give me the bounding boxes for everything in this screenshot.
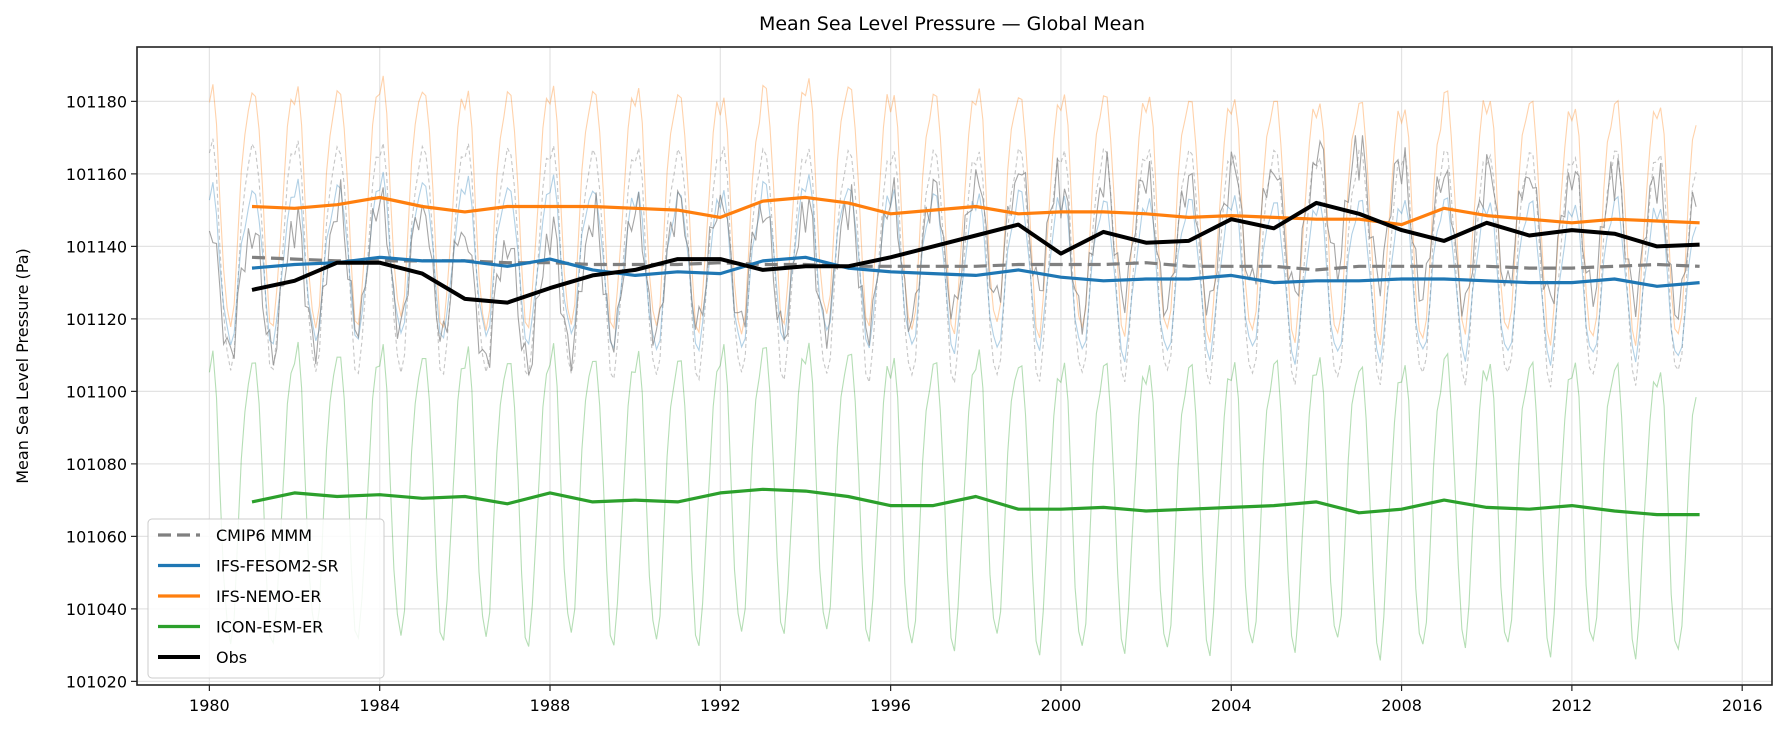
x-tick-label: 1980 xyxy=(189,696,230,715)
monthly-line-obs xyxy=(208,135,1697,376)
x-tick-label: 2016 xyxy=(1722,696,1763,715)
y-axis-label: Mean Sea Level Pressure (Pa) xyxy=(13,248,32,484)
axis-ticks: 1980 1984 1988 1992 1996 2000 2004 2008 2012 2016… xyxy=(66,92,1763,715)
chart-title: Mean Sea Level Pressure — Global Mean xyxy=(759,13,1145,35)
monthly-series xyxy=(208,75,1697,661)
legend: CMIP6 MMM IFS-FESOM2-SR IFS-NEMO-ER ICON-ES… xyxy=(147,518,385,679)
monthly-line-ifs-nemo-er xyxy=(208,75,1697,346)
monthly-line-cmip6-mmm xyxy=(208,138,1697,388)
monthly-line-ifs-fesom2-sr xyxy=(208,171,1697,366)
legend-box xyxy=(147,518,385,679)
legend-label-obs: Obs xyxy=(216,648,247,667)
x-tick-label: 2012 xyxy=(1552,696,1593,715)
x-tick-label: 1996 xyxy=(870,696,911,715)
legend-label-ifs-nemo-er: IFS-NEMO-ER xyxy=(216,587,322,606)
y-tick-label: 101060 xyxy=(66,527,127,546)
x-tick-label: 1984 xyxy=(359,696,400,715)
y-tick-label: 101160 xyxy=(66,165,127,184)
x-tick-label: 2004 xyxy=(1211,696,1252,715)
legend-label-ifs-fesom2-sr: IFS-FESOM2-SR xyxy=(216,557,339,576)
y-tick-label: 101180 xyxy=(66,92,127,111)
y-tick-label: 101140 xyxy=(66,237,127,256)
annual-line-ifs-nemo-er xyxy=(251,195,1700,227)
annual-line-icon-esm-er xyxy=(251,487,1700,517)
x-tick-label: 1988 xyxy=(530,696,571,715)
annual-line-ifs-fesom2-sr xyxy=(251,255,1700,288)
x-tick-label: 1992 xyxy=(700,696,741,715)
annual-line-obs xyxy=(251,200,1700,305)
plot-frame xyxy=(136,46,1773,686)
y-tick-label: 101120 xyxy=(66,310,127,329)
y-tick-label: 101040 xyxy=(66,600,127,619)
y-tick-label: 101080 xyxy=(66,455,127,474)
legend-label-icon-esm-er: ICON-ESM-ER xyxy=(216,618,323,637)
x-tick-label: 2008 xyxy=(1381,696,1422,715)
grid xyxy=(137,47,1772,685)
y-tick-label: 101100 xyxy=(66,382,127,401)
annual-line-cmip6-mmm xyxy=(251,255,1700,272)
y-tick-label: 101020 xyxy=(66,672,127,691)
monthly-line-icon-esm-er xyxy=(208,341,1697,661)
x-tick-label: 2000 xyxy=(1041,696,1082,715)
legend-label-cmip6-mmm: CMIP6 MMM xyxy=(216,526,312,545)
annual-series xyxy=(251,195,1700,517)
